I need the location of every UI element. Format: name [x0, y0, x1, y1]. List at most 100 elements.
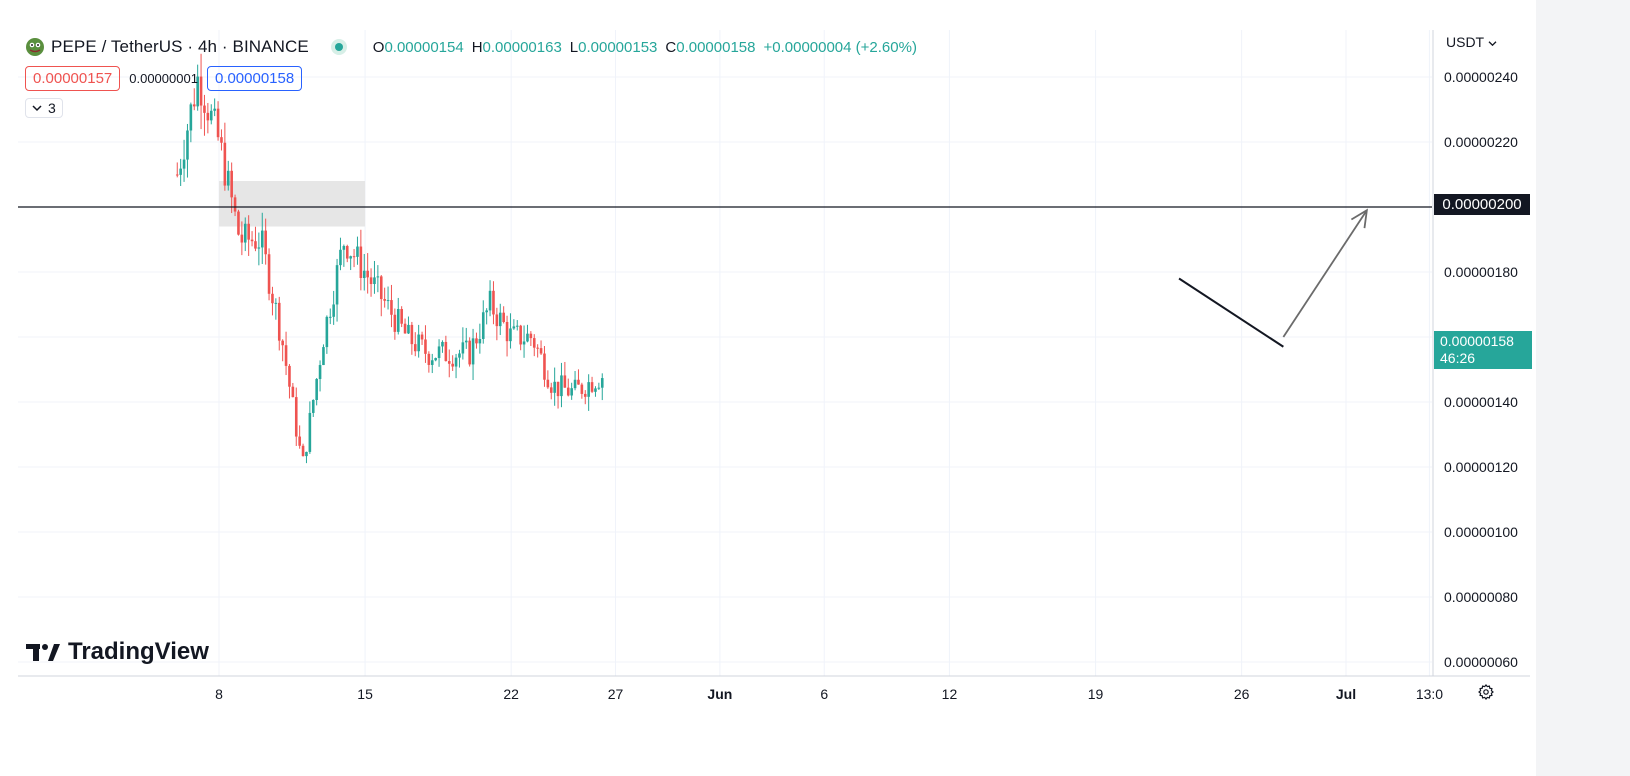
candle [424, 325, 427, 363]
candle-body [434, 358, 437, 361]
candle-body [492, 290, 495, 315]
candle-body [505, 322, 509, 342]
candle-body [325, 316, 329, 348]
candle [461, 327, 465, 360]
sell-button[interactable]: 0.00000157 [25, 66, 121, 91]
market-status-indicator[interactable] [330, 39, 347, 55]
x-tick-label: Jun [707, 686, 732, 702]
candle-body [495, 314, 499, 327]
candle [468, 337, 471, 367]
y-tick-label: 0.00000240 [1444, 69, 1518, 85]
candle-body [509, 328, 512, 342]
candle-body [305, 451, 308, 457]
candle [322, 344, 325, 366]
candle [451, 355, 454, 371]
candle [335, 258, 339, 322]
candle [570, 382, 573, 400]
buy-button[interactable]: 0.00000158 [206, 66, 303, 91]
candle [175, 162, 179, 178]
candle [308, 401, 312, 454]
candle [502, 306, 505, 324]
candle [277, 296, 281, 351]
candle-body [335, 265, 339, 305]
symbol-title[interactable]: PEPE / TetherUS · 4h · BINANCE [51, 37, 309, 56]
candle-body [186, 130, 189, 160]
candle [543, 346, 546, 387]
currency-label: USDT [1446, 34, 1484, 50]
candle-body [468, 340, 471, 365]
candle-body [175, 174, 179, 176]
horizontal-line-price-tag: 0.00000200 [1434, 194, 1530, 215]
candle-body [226, 170, 230, 186]
indicators-toggle[interactable]: 3 [25, 98, 63, 118]
candle-body [410, 324, 414, 345]
candle-body [441, 341, 444, 347]
candle-body [577, 379, 580, 385]
candle-body [502, 312, 505, 323]
candle [352, 249, 356, 268]
pepe-coin-icon [26, 38, 44, 56]
candle [356, 236, 359, 265]
candle [400, 306, 403, 328]
candle-body [560, 375, 563, 397]
chevron-down-icon [1488, 41, 1497, 47]
candle-body [553, 381, 556, 393]
candle [566, 378, 570, 397]
candle [247, 215, 250, 256]
candle-body [257, 247, 261, 249]
candle [281, 339, 284, 362]
candle [522, 325, 526, 358]
candle-body [220, 137, 223, 143]
candle-body [481, 312, 485, 339]
candle-body [308, 412, 312, 452]
candle-body [345, 246, 349, 259]
candle-body [298, 436, 301, 446]
right-panel [1536, 0, 1630, 776]
x-tick-label: 8 [215, 686, 223, 702]
candle [519, 324, 522, 351]
candle-body [284, 345, 288, 366]
candle-body [583, 393, 587, 397]
candle [376, 265, 380, 293]
candle-body [233, 197, 237, 212]
candle [264, 218, 267, 265]
candle-body [332, 304, 335, 317]
candle [386, 286, 390, 310]
candle [298, 425, 301, 449]
candle-body [390, 300, 393, 315]
candle [509, 313, 512, 349]
candle [305, 451, 308, 464]
candle [230, 162, 233, 214]
candle-body [216, 108, 220, 138]
candle [294, 387, 298, 446]
candle [209, 104, 213, 125]
candle-body [352, 256, 356, 258]
projection-arrow-line [1282, 209, 1368, 338]
y-tick-label: 0.00000060 [1444, 654, 1518, 670]
candle [553, 367, 556, 406]
candle [189, 102, 193, 143]
ohlc-low-value: 0.00000153 [578, 38, 658, 56]
ohlc-close-key: C [665, 38, 677, 56]
candle [587, 374, 590, 411]
candle-body [573, 379, 577, 389]
candle-body [396, 309, 400, 332]
x-tick-label: 6 [820, 686, 828, 702]
candle [532, 334, 536, 357]
candle-body [454, 357, 458, 367]
candle [594, 386, 597, 397]
candle [505, 315, 509, 357]
candle-body [424, 339, 427, 354]
candle-body [458, 353, 461, 358]
candle-body [400, 309, 403, 324]
candle [206, 102, 210, 134]
currency-selector[interactable]: USDT [1446, 34, 1497, 50]
candle-body [536, 347, 539, 349]
candle-body [254, 241, 257, 249]
candle [315, 378, 318, 406]
settings-gear-icon[interactable] [1478, 684, 1494, 700]
candle-body [311, 400, 315, 413]
candle [362, 254, 366, 291]
candle [250, 231, 254, 247]
